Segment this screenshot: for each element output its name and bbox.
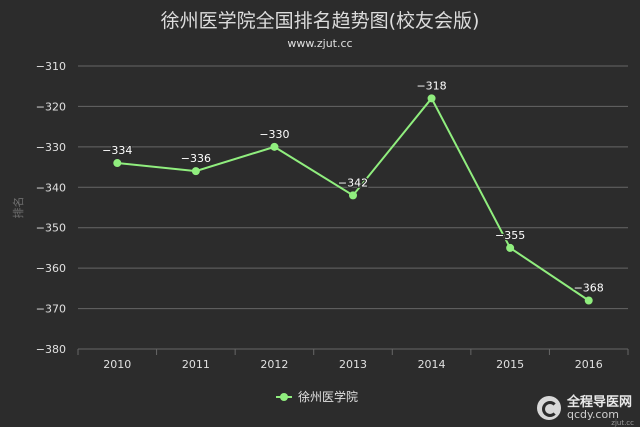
data-point [506, 243, 515, 252]
x-tick-label: 2012 [260, 358, 288, 371]
data-label: −355 [495, 229, 525, 242]
chart-title: 徐州医学院全国排名趋势图(校友会版) [160, 10, 480, 32]
data-point [113, 159, 122, 168]
data-label: −368 [574, 281, 604, 294]
data-label: −334 [102, 144, 132, 157]
x-tick-label: 2011 [182, 358, 210, 371]
y-tick-label: −370 [36, 303, 66, 316]
y-tick-label: −360 [36, 262, 66, 275]
data-label: −336 [181, 152, 211, 165]
data-point [270, 142, 279, 151]
data-label: −330 [259, 128, 289, 141]
data-label: −318 [416, 79, 446, 92]
watermark: 全程导医网 qcdy.com [536, 394, 632, 422]
watermark-domain: qcdy.com [566, 408, 619, 422]
watermark-name: 全程导医网 [566, 394, 632, 410]
chart-subtitle: www.zjut.cc [287, 37, 353, 50]
y-tick-label: −320 [36, 100, 66, 113]
data-point [191, 167, 200, 176]
y-tick-label: −350 [36, 222, 66, 235]
series-line [117, 96, 590, 302]
x-tick-label: 2016 [575, 358, 603, 371]
data-point [349, 191, 357, 200]
y-tick-label: −330 [36, 141, 66, 154]
y-axis-label: 排名 [11, 197, 25, 219]
x-tick-label: 2014 [418, 358, 446, 371]
data-point [427, 94, 436, 103]
x-tick-label: 2015 [496, 358, 524, 371]
watermark-small: zjut.cc [611, 419, 634, 427]
qcdy-logo-icon [536, 396, 561, 421]
x-tick-label: 2010 [103, 358, 131, 371]
y-tick-label: −310 [36, 60, 66, 73]
y-tick-label: −340 [36, 181, 66, 194]
data-label: −342 [338, 176, 368, 189]
legend-marker [280, 393, 288, 401]
legend-label: 徐州医学院 [298, 389, 358, 404]
data-point [584, 296, 593, 305]
x-tick-label: 2013 [339, 358, 367, 371]
y-tick-label: −380 [36, 343, 66, 356]
